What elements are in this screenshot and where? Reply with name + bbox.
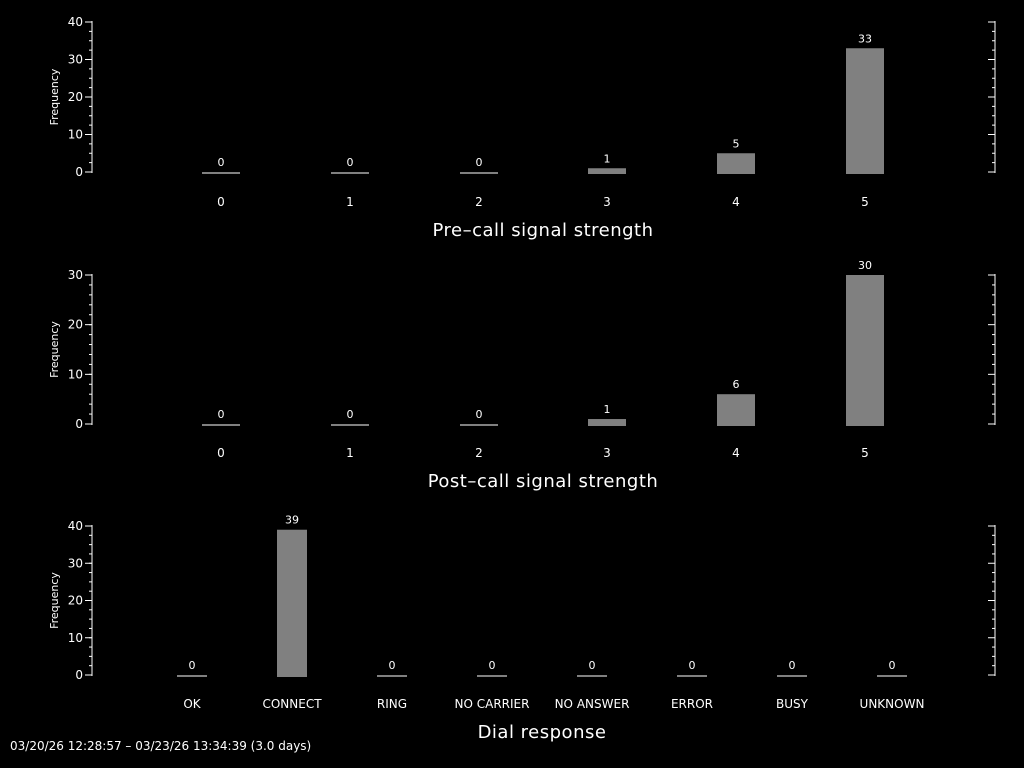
x-tick-label: OK [183,697,201,711]
bar-value-label: 0 [789,659,796,672]
y-tick-label: 10 [68,128,83,142]
bar-value-label: 0 [589,659,596,672]
y-tick-label: 30 [68,268,83,282]
bar-value-label: 0 [218,408,225,421]
bar-no-answer [577,675,607,677]
x-tick-label: 2 [475,446,483,460]
chart-panel-1: 010203040Frequency0001021354335Pre–call … [48,15,996,241]
bar-value-label: 0 [189,659,196,672]
y-tick-label: 30 [68,53,83,67]
y-axis-title: Frequency [48,572,61,629]
bar-0 [202,424,240,426]
bar-3 [588,419,626,426]
bar-value-label: 39 [285,514,299,527]
x-tick-label: 5 [861,446,869,460]
bar-5 [846,275,884,426]
bar-value-label: 0 [218,156,225,169]
bar-value-label: 1 [604,403,611,416]
bar-1 [331,424,369,426]
time-range-footer: 03/20/26 12:28:57 – 03/23/26 13:34:39 (3… [10,739,312,753]
y-tick-label: 0 [75,668,83,682]
x-tick-label: RING [377,697,407,711]
x-tick-label: 4 [732,195,740,209]
bar-busy [777,675,807,677]
bar-4 [717,153,755,174]
bar-value-label: 0 [347,156,354,169]
bar-value-label: 0 [389,659,396,672]
x-tick-label: 0 [217,446,225,460]
y-tick-label: 20 [68,318,83,332]
bar-value-label: 0 [476,156,483,169]
bar-value-label: 30 [858,259,872,272]
x-tick-label: CONNECT [262,697,322,711]
bar-4 [717,394,755,426]
x-axis-title: Post–call signal strength [428,471,659,492]
y-tick-label: 20 [68,90,83,104]
x-axis-title: Dial response [478,722,607,743]
y-tick-label: 0 [75,417,83,431]
y-tick-label: 40 [68,15,83,29]
y-tick-label: 10 [68,367,83,381]
x-tick-label: 3 [603,195,611,209]
bar-error [677,675,707,677]
y-axis-title: Frequency [48,68,61,125]
bar-2 [460,424,498,426]
x-tick-label: 0 [217,195,225,209]
bar-value-label: 0 [489,659,496,672]
x-tick-label: 5 [861,195,869,209]
bar-unknown [877,675,907,677]
bar-value-label: 0 [476,408,483,421]
bar-2 [460,172,498,174]
y-tick-label: 10 [68,631,83,645]
bar-ok [177,675,207,677]
y-tick-label: 40 [68,519,83,533]
x-tick-label: UNKNOWN [860,697,925,711]
y-tick-label: 30 [68,556,83,570]
x-tick-label: 4 [732,446,740,460]
x-tick-label: 1 [346,446,354,460]
x-axis-title: Pre–call signal strength [432,220,653,241]
bar-value-label: 1 [604,152,611,165]
bar-5 [846,48,884,174]
x-tick-label: BUSY [776,697,809,711]
bar-ring [377,675,407,677]
bar-value-label: 0 [689,659,696,672]
bar-value-label: 0 [347,408,354,421]
bar-value-label: 6 [733,378,740,391]
chart-panel-3: 0 10 20 30 40 Frequency 0 OK 39 CONNECT 0 RING 0 NO C… [48,514,996,743]
x-tick-label: 3 [603,446,611,460]
x-tick-label: 1 [346,195,354,209]
bar-value-label: 5 [733,137,740,150]
bar-0 [202,172,240,174]
bar-value-label: 33 [858,32,872,45]
bar-connect [277,529,307,677]
x-tick-label: NO CARRIER [455,697,530,711]
bar-1 [331,172,369,174]
bar-3 [588,168,626,174]
x-tick-label: NO ANSWER [555,697,630,711]
x-tick-label: ERROR [671,697,713,711]
y-tick-label: 0 [75,165,83,179]
bar-no-carrier [477,675,507,677]
y-tick-label: 20 [68,594,83,608]
x-tick-label: 2 [475,195,483,209]
bar-value-label: 0 [889,659,896,672]
y-axis-title: Frequency [48,321,61,378]
